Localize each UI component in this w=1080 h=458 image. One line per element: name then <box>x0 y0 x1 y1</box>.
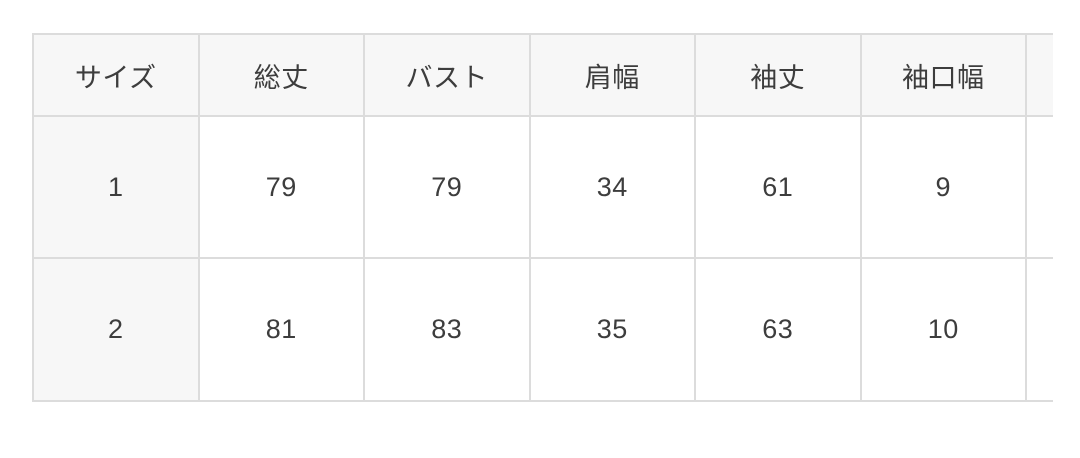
cell-size2-total-length: 81 <box>197 257 365 402</box>
size-chart-scroll-container[interactable]: サイズ 総丈 バスト 肩幅 袖丈 袖口幅 1 79 79 34 61 9 2 8 <box>32 33 1053 402</box>
header-cell-sleeve-length: 袖丈 <box>694 33 862 117</box>
row-header-size-2: 2 <box>32 257 200 402</box>
cell-size2-shoulder-width: 35 <box>528 257 696 402</box>
cell-size1-sleeve-length: 61 <box>694 115 862 259</box>
table-row-size-1: 1 79 79 34 61 9 <box>32 115 1053 259</box>
size-chart-table: サイズ 総丈 バスト 肩幅 袖丈 袖口幅 1 79 79 34 61 9 2 8 <box>32 33 1053 402</box>
cell-size1-overflow <box>1025 115 1053 259</box>
cell-size2-sleeve-length: 63 <box>694 257 862 402</box>
cell-size2-cuff-width: 10 <box>859 257 1027 402</box>
cell-size1-bust: 79 <box>363 115 531 259</box>
header-cell-bust: バスト <box>363 33 531 117</box>
cell-size2-bust: 83 <box>363 257 531 402</box>
header-cell-overflow <box>1025 33 1053 117</box>
table-row-size-2: 2 81 83 35 63 10 <box>32 257 1053 402</box>
header-row: サイズ 総丈 バスト 肩幅 袖丈 袖口幅 <box>32 33 1053 117</box>
header-cell-total-length: 総丈 <box>197 33 365 117</box>
header-cell-size: サイズ <box>32 33 200 117</box>
header-cell-cuff-width: 袖口幅 <box>859 33 1027 117</box>
row-header-size-1: 1 <box>32 115 200 259</box>
cell-size1-total-length: 79 <box>197 115 365 259</box>
cell-size2-overflow <box>1025 257 1053 402</box>
cell-size1-shoulder-width: 34 <box>528 115 696 259</box>
header-cell-shoulder-width: 肩幅 <box>528 33 696 117</box>
cell-size1-cuff-width: 9 <box>859 115 1027 259</box>
